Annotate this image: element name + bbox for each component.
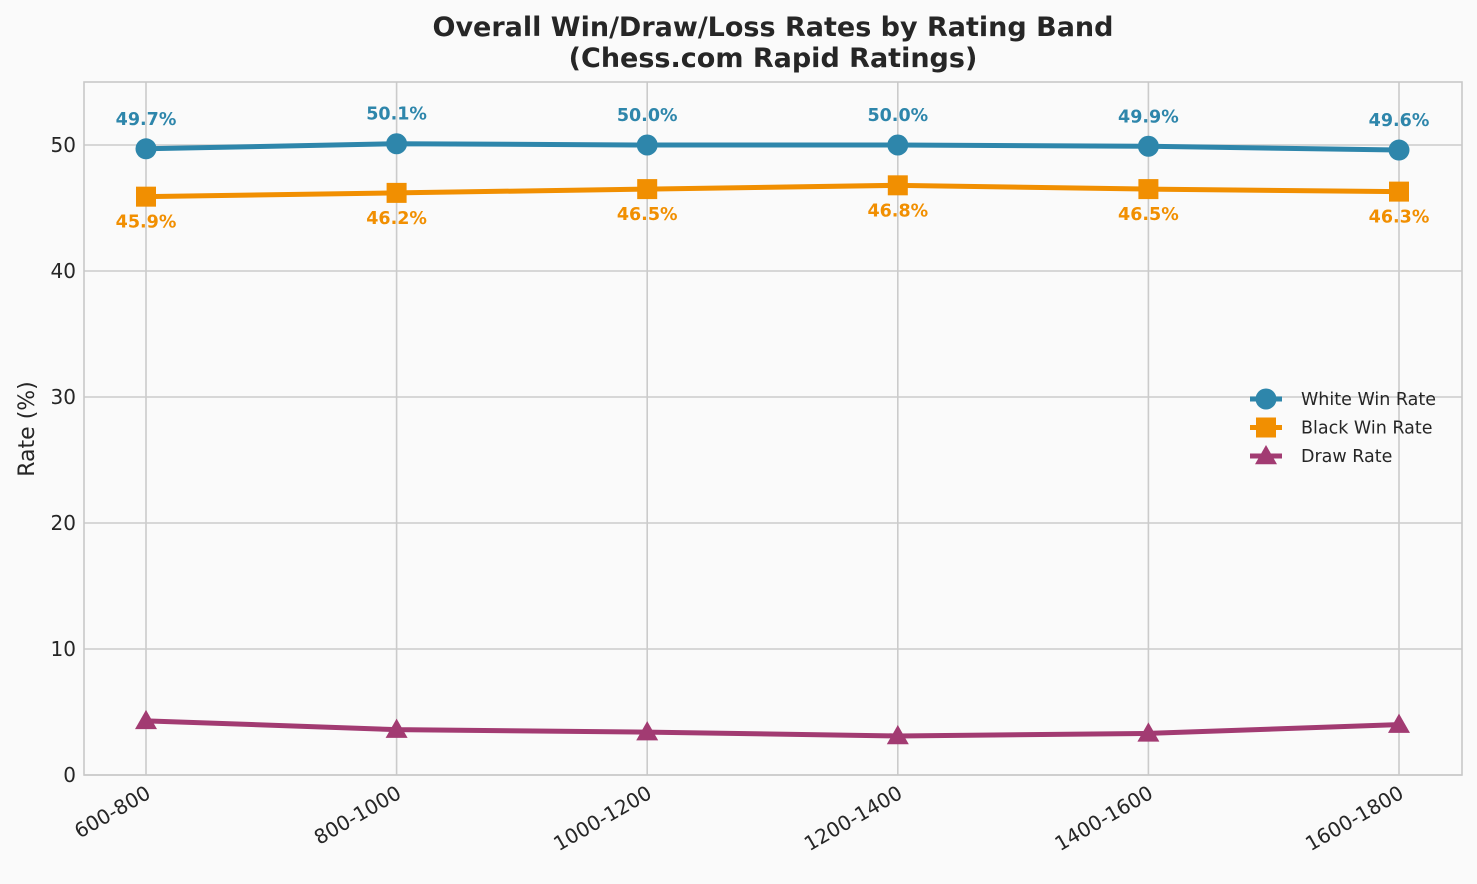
data-point-marker	[1137, 135, 1159, 157]
legend-item: White Win Rate	[1250, 388, 1436, 410]
series-square	[136, 175, 1409, 207]
series-line	[143, 182, 1402, 200]
y-axis-ticks: 0 10 20 30 40 50	[51, 133, 76, 787]
data-label: 46.3%	[1369, 208, 1430, 228]
y-tick-label: 0	[63, 763, 76, 787]
data-point-marker	[1138, 179, 1159, 200]
data-label: 45.9%	[116, 213, 177, 233]
data-label: 46.5%	[1118, 205, 1179, 225]
plot-frame	[83, 81, 1463, 776]
data-label: 49.6%	[1369, 111, 1430, 131]
y-tick-label: 30	[51, 385, 76, 409]
data-point-marker	[385, 718, 408, 738]
legend-label: Black Win Rate	[1301, 419, 1432, 439]
legend-marker	[1255, 388, 1277, 410]
y-tick-label: 20	[51, 511, 76, 535]
legend-item: Black Win Rate	[1250, 417, 1432, 439]
data-label: 50.0%	[867, 106, 928, 126]
data-point-marker	[1388, 139, 1410, 161]
data-point-marker	[386, 133, 408, 155]
chart-title-line-1: Overall Win/Draw/Loss Rates by Rating Ba…	[433, 12, 1114, 43]
data-point-marker	[636, 721, 659, 741]
data-label: 49.9%	[1118, 107, 1179, 127]
legend-item: Draw Rate	[1250, 445, 1392, 467]
data-label: 46.8%	[867, 201, 928, 221]
data-point-marker	[636, 134, 658, 156]
series-circle	[135, 133, 1410, 161]
legend: White Win Rate Black Win Rate Draw Rate	[1250, 388, 1436, 467]
data-point-marker	[637, 179, 658, 200]
data-point-marker	[135, 709, 157, 730]
data-point-marker	[887, 175, 908, 196]
data-label: 50.0%	[617, 106, 678, 126]
data-point-marker	[1388, 713, 1410, 733]
series-line	[143, 718, 1402, 739]
data-label: 46.2%	[366, 209, 427, 229]
legend-marker	[1255, 445, 1277, 465]
legend-marker	[1256, 417, 1276, 438]
data-point-marker	[886, 724, 909, 745]
y-tick-label: 50	[51, 133, 76, 157]
data-point-marker	[386, 182, 407, 203]
y-axis-label: Rate (%)	[15, 381, 40, 477]
data-point-marker	[1389, 181, 1409, 202]
series-triangle	[135, 709, 1410, 745]
data-point-marker	[1137, 722, 1160, 742]
chart-title: Overall Win/Draw/Loss Rates by Rating Ba…	[433, 12, 1114, 74]
data-point-marker	[135, 138, 157, 160]
data-point-marker	[887, 134, 909, 156]
chart-title-line-2: (Chess.com Rapid Ratings)	[569, 43, 978, 74]
y-tick-label: 10	[51, 637, 76, 661]
legend-label: Draw Rate	[1301, 447, 1392, 467]
data-label: 46.5%	[617, 205, 678, 225]
series-lines	[135, 133, 1410, 745]
legend-label: White Win Rate	[1301, 390, 1436, 410]
data-labels: 49.7% 50.1% 50.0% 50.0% 49.9% 49.6% 45.9% 46.2%…	[116, 105, 1430, 233]
data-label: 50.1%	[366, 105, 427, 125]
series-line	[143, 141, 1402, 153]
data-point-marker	[136, 186, 156, 207]
data-label: 49.7%	[116, 110, 177, 130]
y-tick-label: 40	[51, 259, 76, 283]
